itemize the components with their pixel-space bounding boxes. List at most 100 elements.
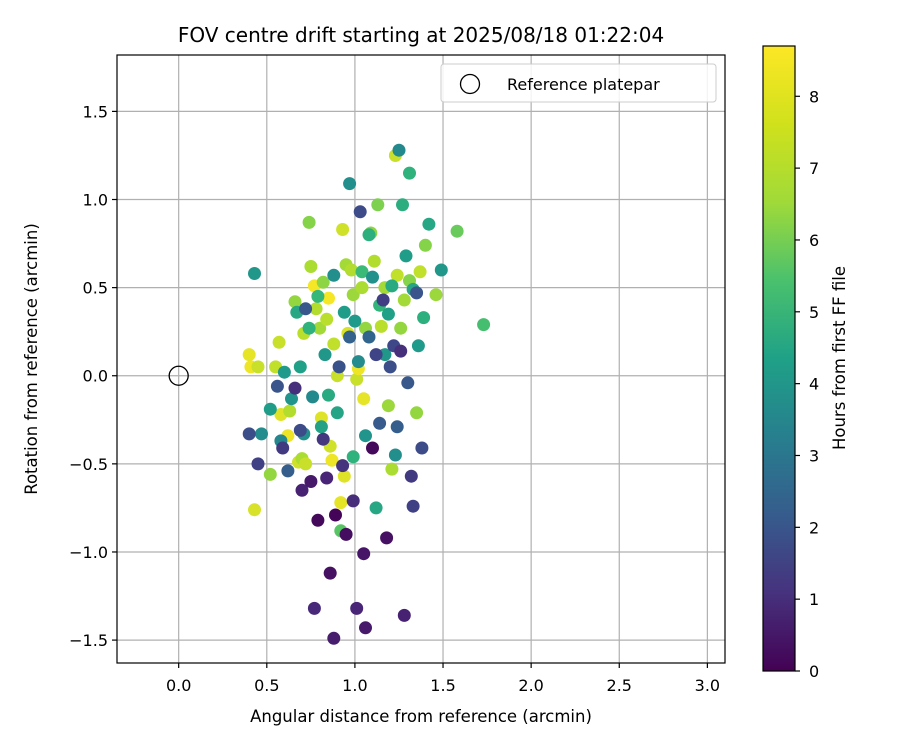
y-tick-label: 0.0 <box>83 367 108 386</box>
data-point <box>316 275 330 289</box>
data-point <box>359 621 372 635</box>
data-point <box>351 355 365 369</box>
data-point <box>343 177 357 191</box>
data-point <box>380 531 394 545</box>
points-layer <box>242 143 491 645</box>
data-point <box>418 238 432 252</box>
y-axis-label: Rotation from reference (arcmin) <box>22 223 41 495</box>
legend: Reference platepar <box>440 63 717 103</box>
data-point <box>314 420 328 434</box>
data-point <box>276 441 290 455</box>
data-point <box>406 499 420 513</box>
plot-frame <box>116 54 726 664</box>
data-point <box>329 508 342 522</box>
data-point <box>346 450 360 464</box>
data-point <box>320 312 334 326</box>
data-point <box>327 631 341 645</box>
data-point <box>307 601 321 615</box>
data-point <box>327 337 341 351</box>
data-point <box>396 198 409 212</box>
chart-title: FOV centre drift starting at 2025/08/18 … <box>178 23 664 47</box>
data-point <box>318 348 332 362</box>
colorbar-tick-label: 8 <box>809 87 819 106</box>
data-point <box>270 379 284 393</box>
data-point <box>390 268 404 282</box>
x-tick-label: 0.5 <box>254 676 279 695</box>
data-point <box>429 288 443 302</box>
data-point <box>403 166 416 180</box>
data-point <box>295 483 309 497</box>
data-point <box>336 459 350 473</box>
data-point <box>344 263 358 277</box>
data-point <box>410 286 424 300</box>
data-point <box>311 513 325 527</box>
data-point <box>332 360 346 374</box>
data-point <box>366 270 379 284</box>
data-point <box>323 566 337 580</box>
data-point <box>302 321 316 335</box>
data-point <box>322 388 335 402</box>
colorbar: 0 1 2 3 4 5 6 7 8 Hours from first FF file <box>762 45 849 681</box>
x-tick-label: 0.0 <box>166 676 191 695</box>
colorbar-label: Hours from first FF file <box>830 266 849 450</box>
colorbar-ticks: 0 1 2 3 4 5 6 7 8 <box>795 87 819 681</box>
y-tick-label: 1.0 <box>83 191 108 210</box>
data-point <box>392 143 406 157</box>
data-point <box>320 471 334 485</box>
x-tick-label: 1.5 <box>430 676 455 695</box>
data-point <box>281 464 295 478</box>
data-point <box>381 399 395 413</box>
data-point <box>373 416 387 430</box>
data-point <box>422 217 436 231</box>
data-point <box>413 265 427 279</box>
data-point <box>357 547 371 561</box>
data-point <box>330 406 344 420</box>
data-point <box>404 469 418 483</box>
colorbar-tick-label: 1 <box>809 590 819 609</box>
data-point <box>285 392 298 406</box>
data-point <box>376 293 390 307</box>
data-point <box>366 441 379 455</box>
data-point <box>346 288 360 302</box>
data-point <box>339 527 353 541</box>
colorbar-tick-label: 3 <box>809 446 819 465</box>
x-tick-label: 2.5 <box>607 676 632 695</box>
data-point <box>390 420 404 434</box>
data-point <box>397 293 411 307</box>
data-point <box>350 372 364 386</box>
data-point <box>383 360 397 374</box>
data-point <box>369 501 383 515</box>
legend-box <box>440 63 717 103</box>
data-point <box>336 223 350 236</box>
data-point <box>394 344 408 358</box>
data-point <box>242 348 256 362</box>
data-point <box>401 376 415 390</box>
data-point <box>355 281 369 295</box>
reference-platepar-marker <box>168 365 189 386</box>
colorbar-gradient <box>763 46 795 671</box>
x-tick-label: 1.0 <box>342 676 367 695</box>
data-point <box>357 392 371 406</box>
data-point <box>299 302 313 316</box>
colorbar-tick-label: 6 <box>809 231 819 250</box>
data-point <box>397 608 411 622</box>
data-point <box>362 330 376 344</box>
data-point <box>306 390 320 404</box>
data-point <box>263 402 277 416</box>
data-point <box>304 475 318 488</box>
data-point <box>410 406 424 420</box>
data-point <box>337 305 351 319</box>
data-point <box>346 494 360 508</box>
data-point <box>263 467 277 481</box>
data-point <box>288 295 302 309</box>
grid-lines <box>117 55 725 663</box>
colorbar-tick-label: 4 <box>809 375 819 394</box>
x-axis-label: Angular distance from reference (arcmin) <box>250 707 592 726</box>
legend-marker-reference <box>459 73 481 95</box>
data-point <box>255 427 268 441</box>
data-point <box>343 330 357 344</box>
data-point <box>411 339 425 353</box>
data-point <box>337 469 351 483</box>
data-point <box>304 260 318 273</box>
